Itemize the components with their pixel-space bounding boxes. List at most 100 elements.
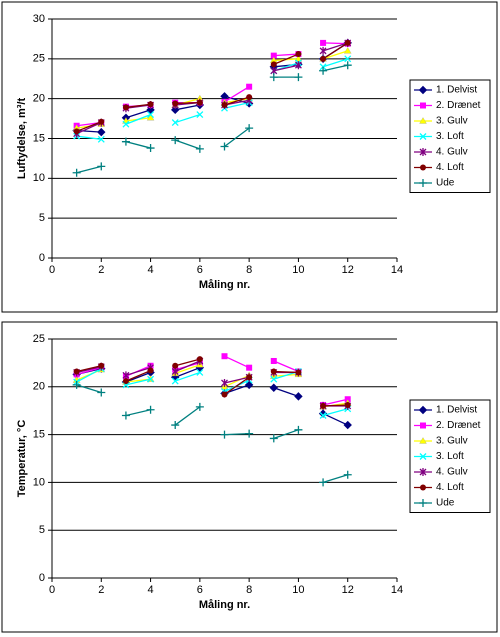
marker (418, 85, 428, 95)
marker (419, 133, 427, 140)
marker (171, 105, 180, 115)
marker (343, 470, 352, 479)
series-line (76, 358, 348, 407)
legend-label: 4. Loft (436, 482, 464, 493)
marker (98, 362, 105, 369)
marker (147, 101, 154, 108)
marker (171, 421, 180, 430)
y-tick-label: 25 (33, 333, 45, 345)
y-tick-label: 10 (33, 476, 45, 488)
marker (420, 422, 426, 429)
y-tick-label: 15 (33, 429, 45, 441)
marker (147, 111, 155, 119)
marker (220, 430, 229, 439)
y-tick-label: 0 (39, 252, 45, 264)
marker (419, 453, 427, 460)
marker (270, 61, 277, 68)
y-tick-label: 20 (33, 381, 45, 393)
marker (269, 434, 278, 443)
legend-label: Ude (436, 178, 455, 189)
marker (171, 136, 180, 145)
legend-label: 3. Loft (436, 451, 464, 462)
marker (121, 411, 130, 420)
marker (294, 392, 303, 401)
marker (344, 39, 351, 46)
marker (246, 94, 253, 101)
marker (171, 367, 179, 376)
marker (419, 437, 427, 444)
x-tick-label: 14 (391, 584, 403, 596)
marker (419, 468, 427, 476)
x-tick-label: 0 (49, 584, 55, 596)
marker (221, 353, 228, 360)
marker (319, 478, 328, 487)
marker (246, 83, 253, 90)
x-tick-label: 4 (148, 584, 154, 596)
marker (122, 371, 130, 380)
marker (196, 369, 204, 376)
marker (146, 144, 155, 153)
marker (246, 374, 253, 381)
marker (270, 375, 278, 383)
legend-label: 3. Loft (436, 131, 464, 142)
y-tick-label: 20 (33, 93, 45, 105)
marker (295, 51, 302, 58)
series-line (76, 384, 348, 484)
series-line (76, 42, 349, 133)
marker (294, 61, 302, 70)
marker (146, 105, 155, 115)
marker (420, 484, 426, 491)
x-tick-label: 6 (197, 264, 203, 276)
legend-label: 2. Drænet (436, 100, 481, 111)
marker (172, 100, 179, 107)
marker (221, 102, 228, 109)
y-tick-label: 10 (33, 172, 45, 184)
marker (146, 113, 155, 121)
marker (147, 367, 154, 374)
legend: 1. Delvist 2. Drænet 3. Gulv 3. Loft 4. Gulv… (409, 399, 491, 513)
marker (171, 119, 179, 127)
marker (344, 396, 351, 403)
marker (171, 377, 179, 385)
legend-label: 3. Gulv (436, 116, 468, 127)
marker (97, 162, 106, 171)
marker (269, 73, 278, 82)
y-tick-label: 5 (39, 212, 45, 224)
x-tick-label: 6 (197, 584, 203, 596)
marker (72, 380, 81, 389)
marker (319, 412, 327, 419)
marker (270, 357, 277, 364)
marker (196, 356, 203, 363)
marker (195, 402, 204, 411)
y-tick-label: 5 (39, 524, 45, 536)
marker (270, 52, 277, 59)
marker (246, 364, 253, 371)
marker (73, 128, 80, 135)
marker (295, 369, 302, 376)
x-tick-label: 8 (246, 264, 252, 276)
marker (270, 368, 277, 375)
marker (294, 73, 303, 82)
marker (319, 46, 327, 55)
marker (269, 383, 278, 392)
x-tick-label: 2 (98, 584, 104, 596)
x-tick-label: 14 (391, 264, 403, 276)
x-axis-label: Måling nr. (199, 279, 250, 291)
x-tick-label: 10 (292, 264, 304, 276)
y-tick-label: 25 (33, 53, 45, 65)
marker (319, 66, 328, 75)
y-tick-label: 15 (33, 132, 45, 144)
marker (419, 117, 427, 124)
marker (343, 61, 352, 70)
marker (320, 39, 327, 46)
marker (146, 405, 155, 414)
legend-label: 4. Loft (436, 162, 464, 173)
marker (221, 378, 228, 387)
x-tick-label: 12 (342, 264, 354, 276)
marker (245, 429, 254, 438)
marker (121, 137, 130, 146)
marker (122, 120, 130, 128)
marker (97, 388, 106, 397)
x-tick-label: 4 (148, 264, 154, 276)
